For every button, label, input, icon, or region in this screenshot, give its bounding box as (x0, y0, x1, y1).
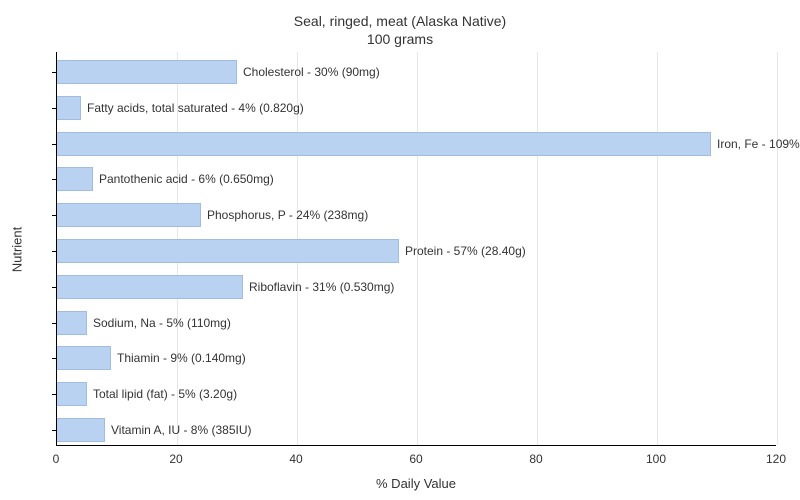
y-axis-label: Nutrient (9, 227, 24, 273)
bar (57, 311, 87, 335)
bar-label: Total lipid (fat) - 5% (3.20g) (87, 382, 237, 406)
bar (57, 346, 111, 370)
bar (57, 418, 105, 442)
bar-label: Pantothenic acid - 6% (0.650mg) (93, 167, 274, 191)
bar (57, 239, 399, 263)
chart-title: Seal, ringed, meat (Alaska Native) 100 g… (0, 0, 800, 48)
bar (57, 167, 93, 191)
title-line1: Seal, ringed, meat (Alaska Native) (294, 13, 506, 29)
bar-label: Cholesterol - 30% (90mg) (237, 60, 380, 84)
bar-label: Fatty acids, total saturated - 4% (0.820… (81, 96, 304, 120)
bar-label: Vitamin A, IU - 8% (385IU) (105, 418, 252, 442)
title-line2: 100 grams (367, 31, 433, 47)
x-tick-label: 100 (646, 452, 666, 466)
x-axis-label: % Daily Value (376, 476, 456, 491)
x-tick-label: 60 (409, 452, 422, 466)
gridline (657, 52, 658, 445)
bar-label: Riboflavin - 31% (0.530mg) (243, 275, 394, 299)
gridline (777, 52, 778, 445)
x-tick-label: 0 (53, 452, 60, 466)
plot-area: Cholesterol - 30% (90mg) Fatty acids, tot… (56, 52, 776, 446)
x-tick-label: 20 (169, 452, 182, 466)
bar-label: Phosphorus, P - 24% (238mg) (201, 203, 368, 227)
bar (57, 203, 201, 227)
bar (57, 132, 711, 156)
x-tick-label: 120 (766, 452, 786, 466)
bar-label: Thiamin - 9% (0.140mg) (111, 346, 246, 370)
x-tick-label: 80 (529, 452, 542, 466)
chart-container: Seal, ringed, meat (Alaska Native) 100 g… (0, 0, 800, 500)
bar-label: Protein - 57% (28.40g) (399, 239, 526, 263)
bar (57, 275, 243, 299)
gridline (537, 52, 538, 445)
bar (57, 60, 237, 84)
bar-label: Iron, Fe - 109% (19.60mg) (711, 132, 800, 156)
bar (57, 96, 81, 120)
bar-label: Sodium, Na - 5% (110mg) (87, 311, 231, 335)
x-tick-label: 40 (289, 452, 302, 466)
bar (57, 382, 87, 406)
